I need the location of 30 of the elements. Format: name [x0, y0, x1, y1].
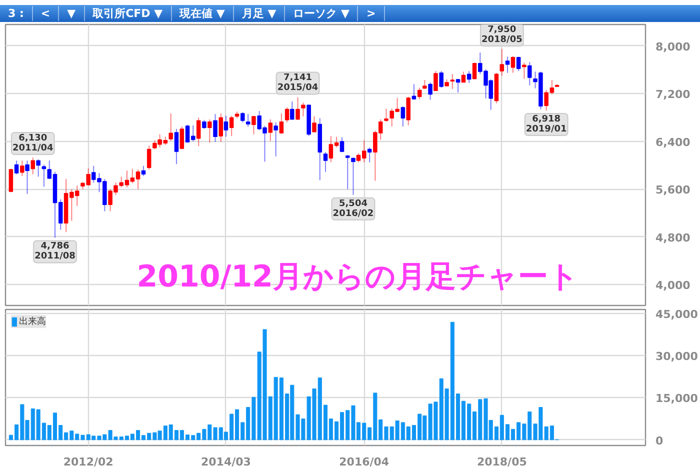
y-tick-label: 30,000 — [656, 350, 698, 364]
y-tick-label: 5,600 — [656, 184, 691, 197]
x-tick-label: 2018/05 — [476, 456, 527, 468]
text: 現在値 ▼ — [172, 6, 234, 22]
y-tick-label: 4,800 — [656, 231, 691, 244]
annotation: 6,130 2011/04 — [12, 134, 54, 154]
y-tick-label: 4,000 — [656, 279, 691, 292]
text: 取引所CFD ▼ — [84, 6, 172, 22]
text: ローソク ▼ — [285, 6, 358, 22]
y-tick-label: 8,000 — [656, 40, 691, 54]
text: 2010/12月からの月足チャート — [136, 259, 579, 294]
y-tick-label: 6,400 — [656, 136, 691, 149]
annotation: 6,918 2019/01 — [526, 114, 567, 135]
text: > — [358, 6, 385, 22]
annotation: 7,141 2015/04 — [277, 73, 318, 94]
text: ▼ — [59, 6, 85, 22]
text: 月足 ▼ — [234, 6, 286, 22]
y-tick-label: 15,000 — [656, 392, 698, 406]
y-tick-label: 0 — [656, 434, 664, 448]
y-tick-label: 7,200 — [656, 88, 691, 102]
x-tick-label: 2016/04 — [339, 456, 390, 468]
text: < — [32, 6, 60, 22]
y-tick-label: 45,000 — [656, 308, 698, 321]
annotation: 4,786 2011/08 — [34, 242, 76, 262]
x-tick-label: 2014/03 — [200, 456, 251, 468]
x-tick-label: 2012/02 — [63, 456, 114, 468]
legend-label: 出来高 — [19, 316, 46, 328]
annotation: 5,504 2016/02 — [332, 198, 374, 219]
text: 3 : — [0, 6, 33, 22]
annotation: 7,950 2018/05 — [481, 24, 522, 45]
